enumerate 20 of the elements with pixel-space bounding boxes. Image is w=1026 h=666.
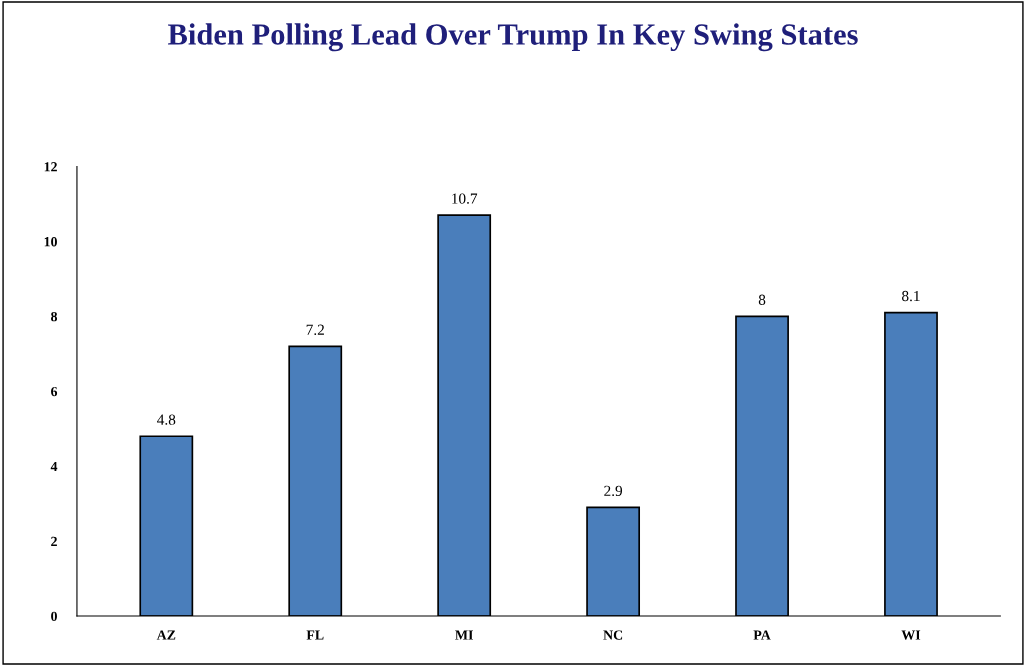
- y-tick-label: 0: [51, 611, 57, 622]
- y-tick-label: 12: [44, 162, 57, 172]
- data-label: 4.8: [157, 414, 176, 425]
- chart-title: Biden Polling Lead Over Trump In Key Swing States: [167, 23, 858, 52]
- x-tick-label: WI: [901, 630, 921, 640]
- x-tick-label: FL: [306, 630, 324, 640]
- data-label: 8.1: [902, 290, 920, 302]
- y-tick-label: 2: [51, 536, 57, 546]
- x-tick-label: MI: [455, 630, 473, 640]
- y-tick-label: 6: [51, 386, 58, 397]
- x-tick-label: AZ: [156, 630, 176, 640]
- data-label: 8: [758, 294, 766, 305]
- y-tick-label: 10: [44, 237, 57, 247]
- data-label: 10.7: [452, 193, 478, 204]
- data-label: 7.2: [306, 324, 324, 335]
- y-tick-label: 4: [50, 461, 58, 472]
- x-tick-label: NC: [603, 630, 623, 640]
- data-label: 2.9: [604, 485, 623, 497]
- y-tick-label: 8: [51, 311, 58, 322]
- x-tick-label: PA: [753, 630, 771, 640]
